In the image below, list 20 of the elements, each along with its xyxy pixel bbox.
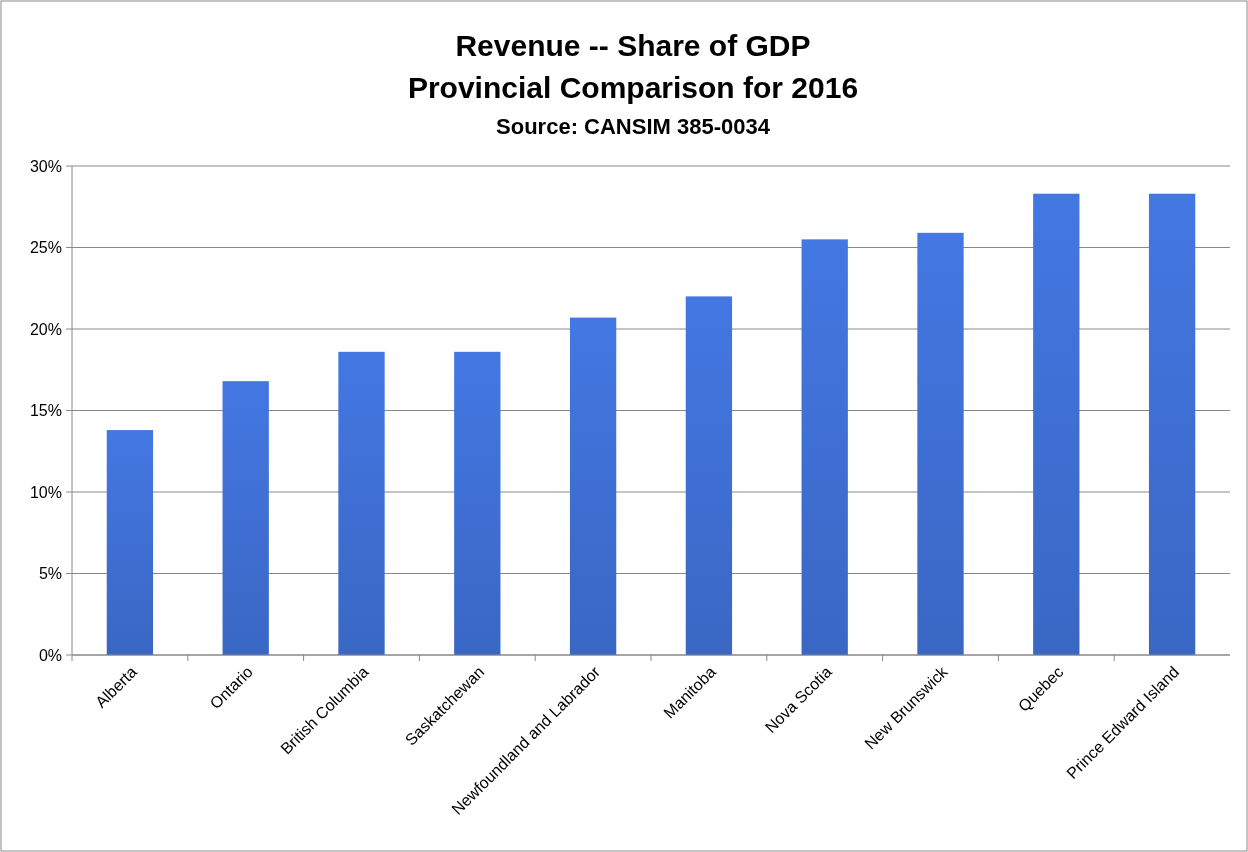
y-tick-label: 20%: [29, 320, 62, 338]
y-tick-label: 25%: [29, 239, 62, 257]
y-tick-label: 30%: [29, 157, 62, 175]
bar: [454, 351, 501, 655]
source-note: Source: CANSIM 385-0034: [496, 114, 771, 139]
chart-title: Revenue -- Share of GDP: [455, 29, 811, 62]
chart-subtitle: Provincial Comparison for 2016: [407, 71, 859, 104]
bar: [917, 232, 964, 655]
bar: [1033, 193, 1080, 655]
bar: [1148, 193, 1196, 655]
y-tick-label: 15%: [29, 402, 62, 420]
bar: [801, 239, 848, 655]
bar: [569, 317, 617, 655]
bar: [685, 296, 733, 655]
y-tick-label: 0%: [38, 646, 62, 664]
bar: [338, 351, 385, 655]
y-tick-label: 5%: [38, 565, 62, 583]
y-tick-label: 10%: [29, 483, 62, 501]
bar: [222, 381, 269, 655]
bar: [106, 430, 154, 655]
